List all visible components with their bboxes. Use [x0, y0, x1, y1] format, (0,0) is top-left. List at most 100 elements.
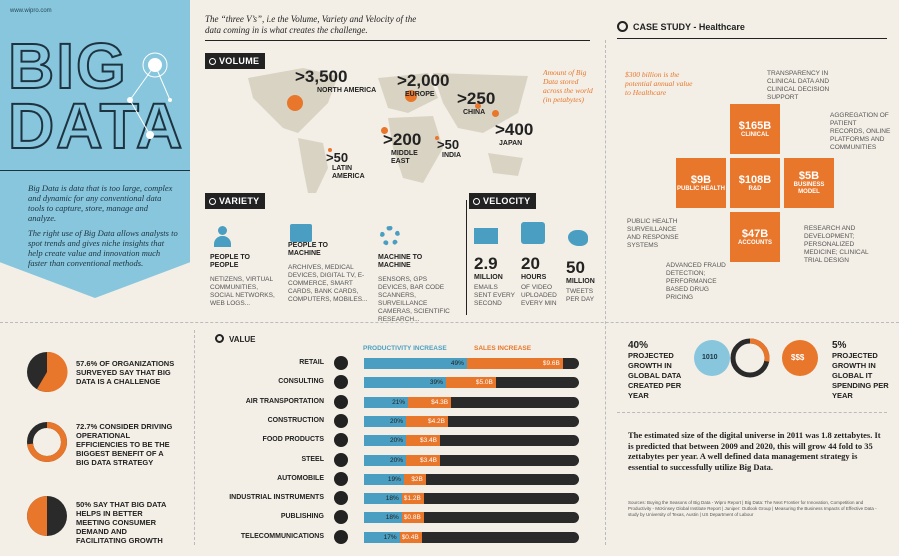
title-line1: BIG	[7, 30, 128, 102]
sales-bar: $3.4B	[406, 435, 440, 447]
value-row-label: FOOD PRODUCTS	[262, 436, 324, 444]
volume-tag: VOLUME	[205, 53, 266, 69]
sales-bar: $4.3B	[408, 396, 452, 408]
growth-rule	[617, 412, 887, 413]
velocity-tag: VELOCITY	[469, 193, 537, 209]
value-row: RETAIL 49% $9.6B	[224, 355, 584, 373]
sales-bar: $3.4B	[406, 454, 440, 466]
productivity-bar: 21%	[364, 396, 409, 408]
youtube-icon	[521, 222, 545, 244]
sales-bar: $9.6B	[466, 358, 563, 369]
value-row-label: STEEL	[301, 455, 324, 463]
value-bar-track: 39% $5.0B	[364, 377, 579, 389]
email-icon	[474, 228, 498, 244]
site-url: www.wipro.com	[10, 8, 52, 14]
sales-bar: $0.8B	[401, 512, 424, 524]
stat-text-2: 72.7% CONSIDER DRIVING OPERATIONAL EFFIC…	[76, 422, 173, 467]
note-l: PUBLIC HEALTH SURVEILLANCE AND RESPONSE …	[627, 218, 679, 249]
productivity-bar: 49%	[364, 358, 467, 369]
value-icon	[215, 334, 224, 343]
value-row: CONSTRUCTION 20% $4.2B	[224, 413, 584, 431]
circle-right-text: $$$	[791, 353, 805, 362]
productivity-bar: 17%	[364, 531, 400, 543]
productivity-bar: 19%	[364, 473, 404, 485]
network-graphic	[127, 52, 172, 139]
la-dot	[328, 148, 332, 152]
sales-bar: $0.4B	[399, 531, 422, 543]
value-row: FOOD PRODUCTS 20% $3.4B	[224, 432, 584, 450]
three-vs-text: The “three V’s”, i.e the Volume, Variety…	[205, 14, 417, 35]
productivity-bar: 18%	[364, 493, 402, 505]
note-bl: ADVANCED FRAUD DETECTION; PERFORMANCE BA…	[666, 262, 726, 301]
twitter-icon	[568, 230, 588, 246]
main-divider	[605, 40, 606, 545]
sales-bar: $2B	[403, 473, 426, 485]
person-icon	[212, 226, 232, 248]
value-bar-track: 19% $2B	[364, 473, 579, 485]
stat-text-3: 50% SAY THAT BIG DATA HELPS IN BETTER ME…	[76, 500, 167, 545]
header-rule	[205, 40, 590, 41]
me-dot	[381, 127, 388, 134]
productivity-bar: 39%	[364, 377, 446, 389]
intro-p1: Big Data is data that is too large, comp…	[28, 183, 173, 223]
value-row-label: AIR TRANSPORTATION	[245, 397, 324, 405]
industry-icon	[334, 394, 348, 409]
note-tr: TRANSPARENCY IN CLINICAL DATA AND CLINIC…	[767, 70, 830, 101]
box-rd: $108B R&D	[730, 158, 780, 208]
sales-bar: $1.2B	[401, 493, 424, 505]
eu-dot	[405, 90, 417, 102]
value-bar-track: 18% $0.8B	[364, 512, 579, 524]
value-row-label: CONSTRUCTION	[267, 416, 324, 424]
region-me: >200 MIDDLE EAST	[383, 130, 422, 165]
region-japan: >400 JAPAN	[495, 120, 534, 147]
india-dot	[435, 136, 439, 140]
stat-text-1: 57.6% OF ORGANIZATIONS SURVEYED SAY THAT…	[76, 359, 175, 386]
case-icon	[617, 21, 628, 32]
case-study-title: CASE STUDY - Healthcare	[633, 22, 745, 32]
productivity-bar: 20%	[364, 435, 406, 447]
region-india: >50 INDIA	[437, 137, 462, 159]
value-bar-track: 20% $3.4B	[364, 435, 579, 447]
growth-left: 40% PROJECTED GROWTH IN GLOBAL DATA CREA…	[628, 340, 682, 400]
case-rule	[617, 38, 887, 39]
intro-p2: The right use of Big Data allows analyst…	[28, 228, 178, 268]
japan-dot	[492, 110, 499, 117]
value-row-label: INDUSTRIAL INSTRUMENTS	[229, 494, 324, 502]
value-row-label: RETAIL	[299, 359, 324, 366]
sources-text: Sources: Buying the Seasons of Big Data …	[628, 500, 877, 517]
growth-circles	[694, 338, 818, 378]
title-panel: www.wipro.com BIG DATA Big Data is data …	[0, 0, 190, 298]
value-row-label: CONSULTING	[278, 378, 324, 386]
value-title: VALUE	[229, 335, 256, 344]
stat-pie-3	[27, 496, 67, 536]
value-bar-track: 21% $4.3B	[364, 396, 579, 408]
box-business-model: $5B BUSINESS MODEL	[784, 158, 834, 208]
note-r: AGGREGATION OF PATIENT RECORDS, ONLINE P…	[830, 112, 891, 151]
gear-icon	[380, 226, 400, 246]
growth-right: 5% PROJECTED GROWTH IN GLOBAL IT SPENDIN…	[832, 340, 889, 400]
productivity-bar: 18%	[364, 512, 402, 524]
variety-tag: VARIETY	[205, 193, 266, 209]
mid-rule	[0, 322, 899, 323]
value-row: PUBLISHING 18% $0.8B	[224, 509, 584, 527]
industry-icon	[334, 356, 348, 370]
volume-note: Amount of Big Data stored across the wor…	[543, 68, 593, 104]
value-row-label: PUBLISHING	[280, 513, 324, 521]
industry-icon	[334, 471, 348, 486]
region-la: >50 LATIN AMERICA	[326, 150, 365, 180]
productivity-bar: 20%	[364, 454, 406, 466]
value-bar-track: 17% $0.4B	[364, 531, 579, 543]
value-bar-track: 20% $4.2B	[364, 415, 579, 427]
china-dot	[475, 103, 481, 109]
value-row: TELECOMMUNICATIONS 17% $0.4B	[224, 529, 584, 547]
industry-icon	[334, 413, 348, 428]
value-bar-track: 18% $1.2B	[364, 493, 579, 505]
value-row-label: AUTOMOBILE	[277, 474, 324, 482]
note-br: RESEARCH AND DEVELOPMENT; PERSONALIZED M…	[804, 225, 869, 264]
sales-bar: $4.2B	[406, 415, 448, 427]
region-na: >3,500 NORTH AMERICA	[295, 67, 377, 94]
sales-bar: $5.0B	[445, 377, 496, 389]
variety-velocity-divider	[466, 200, 467, 315]
stats-divider	[194, 330, 195, 545]
value-row: CONSULTING 39% $5.0B	[224, 374, 584, 392]
